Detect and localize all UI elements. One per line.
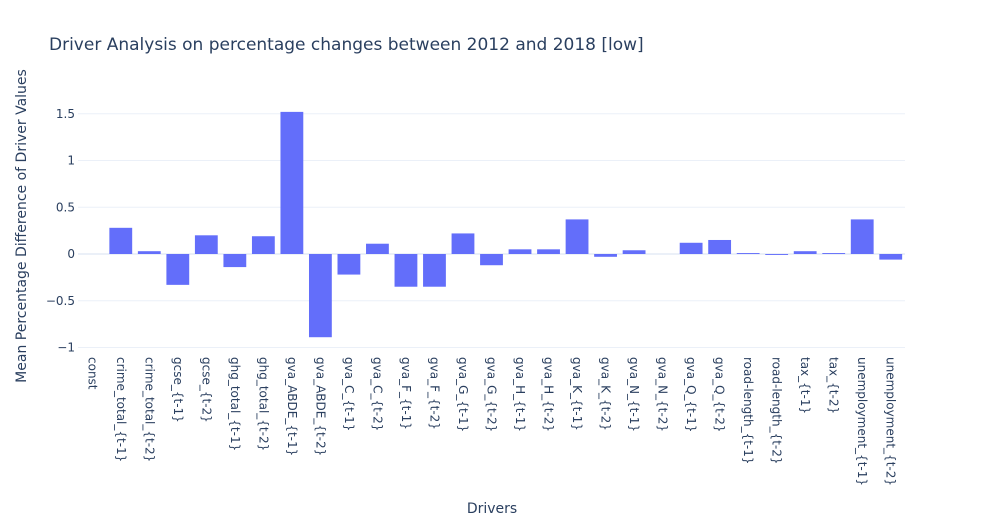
x-tick-label: crime_total_{t-2} (142, 357, 156, 462)
y-tick-label: −1 (57, 341, 75, 355)
x-tick-label: gva_K_{t-1} (570, 357, 584, 431)
x-tick-label: gva_Q_{t-2} (713, 357, 727, 432)
x-tick-label: gva_F_{t-2} (427, 357, 441, 430)
x-tick-label: ghg_total_{t-1} (228, 357, 242, 451)
bar-tax_{t-1}[interactable] (793, 251, 817, 254)
bar-gva_ABDE_{t-1}[interactable] (280, 111, 304, 254)
bar-road-length_{t-1}[interactable] (736, 253, 760, 254)
bar-gva_F_{t-1}[interactable] (394, 254, 418, 287)
x-tick-labels: const crime_total_{t-1} crime_total_{t-2} g… (85, 357, 897, 486)
bar-tax_{t-2}[interactable] (822, 253, 846, 254)
gridlines (78, 113, 905, 348)
x-tick-label: unemployment_{t-2} (884, 357, 898, 486)
bar-unemployment_{t-2}[interactable] (879, 254, 903, 260)
x-tick-label: unemployment_{t-1} (855, 357, 869, 486)
bar-crime_total_{t-1}[interactable] (109, 227, 133, 254)
x-tick-label: gva_N_{t-1} (627, 357, 641, 432)
bar-road-length_{t-2}[interactable] (765, 254, 789, 255)
bar-gva_F_{t-2}[interactable] (423, 254, 446, 287)
bar-gva_ABDE_{t-2}[interactable] (308, 254, 332, 338)
bars (109, 111, 903, 338)
bar-gva_G_{t-2}[interactable] (480, 254, 503, 266)
x-tick-label: gva_N_{t-2} (656, 357, 670, 432)
bar-gva_N_{t-1}[interactable] (622, 250, 646, 254)
bar-gva_C_{t-2}[interactable] (366, 243, 389, 254)
x-tick-label: gva_K_{t-2} (599, 357, 613, 431)
y-tick-label: −0.5 (46, 294, 75, 308)
bar-gva_Q_{t-2}[interactable] (708, 239, 732, 254)
bar-gva_K_{t-2}[interactable] (594, 254, 617, 257)
bar-gva_K_{t-1}[interactable] (565, 219, 589, 254)
bar-crime_total_{t-2}[interactable] (137, 251, 161, 254)
y-tick-label: 1.5 (56, 107, 75, 121)
x-tick-label: gva_C_{t-1} (342, 357, 356, 431)
bar-ghg_total_{t-2}[interactable] (251, 236, 275, 254)
x-tick-label: tax_{t-2} (827, 357, 841, 414)
x-tick-label: tax_{t-1} (798, 357, 812, 414)
bar-gva_H_{t-1}[interactable] (508, 249, 532, 254)
x-tick-label: const (85, 357, 99, 390)
x-tick-label: gva_C_{t-2} (370, 357, 384, 431)
x-tick-label: gcse_{t-2} (199, 357, 213, 423)
chart-title: Driver Analysis on percentage changes be… (49, 35, 644, 55)
x-tick-label: road-length_{t-1} (741, 357, 755, 465)
x-tick-label: gcse_{t-1} (171, 357, 185, 423)
y-tick-label: 1 (67, 154, 75, 168)
x-tick-label: ghg_total_{t-2} (256, 357, 270, 451)
x-tick-label: gva_G_{t-2} (485, 357, 499, 432)
y-tick-label: 0 (67, 247, 75, 261)
x-tick-label: gva_F_{t-1} (399, 357, 413, 430)
bar-gva_Q_{t-1}[interactable] (679, 242, 703, 254)
x-tick-label: road-length_{t-2} (770, 357, 784, 465)
x-tick-label: gva_G_{t-1} (456, 357, 470, 432)
x-axis-title: Drivers (467, 501, 517, 517)
bar-gva_H_{t-2}[interactable] (537, 249, 560, 254)
x-tick-label: gva_ABDE_{t-2} (313, 357, 327, 456)
y-tick-label: 0.5 (56, 200, 75, 214)
bar-gva_G_{t-1}[interactable] (451, 233, 475, 254)
x-tick-label: gva_H_{t-2} (542, 357, 556, 432)
bar-ghg_total_{t-1}[interactable] (223, 254, 247, 268)
bar-gva_C_{t-1}[interactable] (337, 254, 361, 275)
x-tick-label: gva_Q_{t-1} (684, 357, 698, 432)
x-tick-label: gva_H_{t-1} (513, 357, 527, 432)
bar-gcse_{t-1}[interactable] (166, 254, 190, 285)
y-tick-labels: 1.5 1 0.5 0 −0.5 −1 (46, 107, 75, 355)
y-axis-title: Mean Percentage Difference of Driver Val… (14, 69, 30, 383)
x-tick-label: gva_ABDE_{t-1} (285, 357, 299, 456)
x-tick-label: crime_total_{t-1} (114, 357, 128, 462)
bar-unemployment_{t-1}[interactable] (850, 219, 874, 254)
bar-gcse_{t-2}[interactable] (194, 235, 218, 254)
